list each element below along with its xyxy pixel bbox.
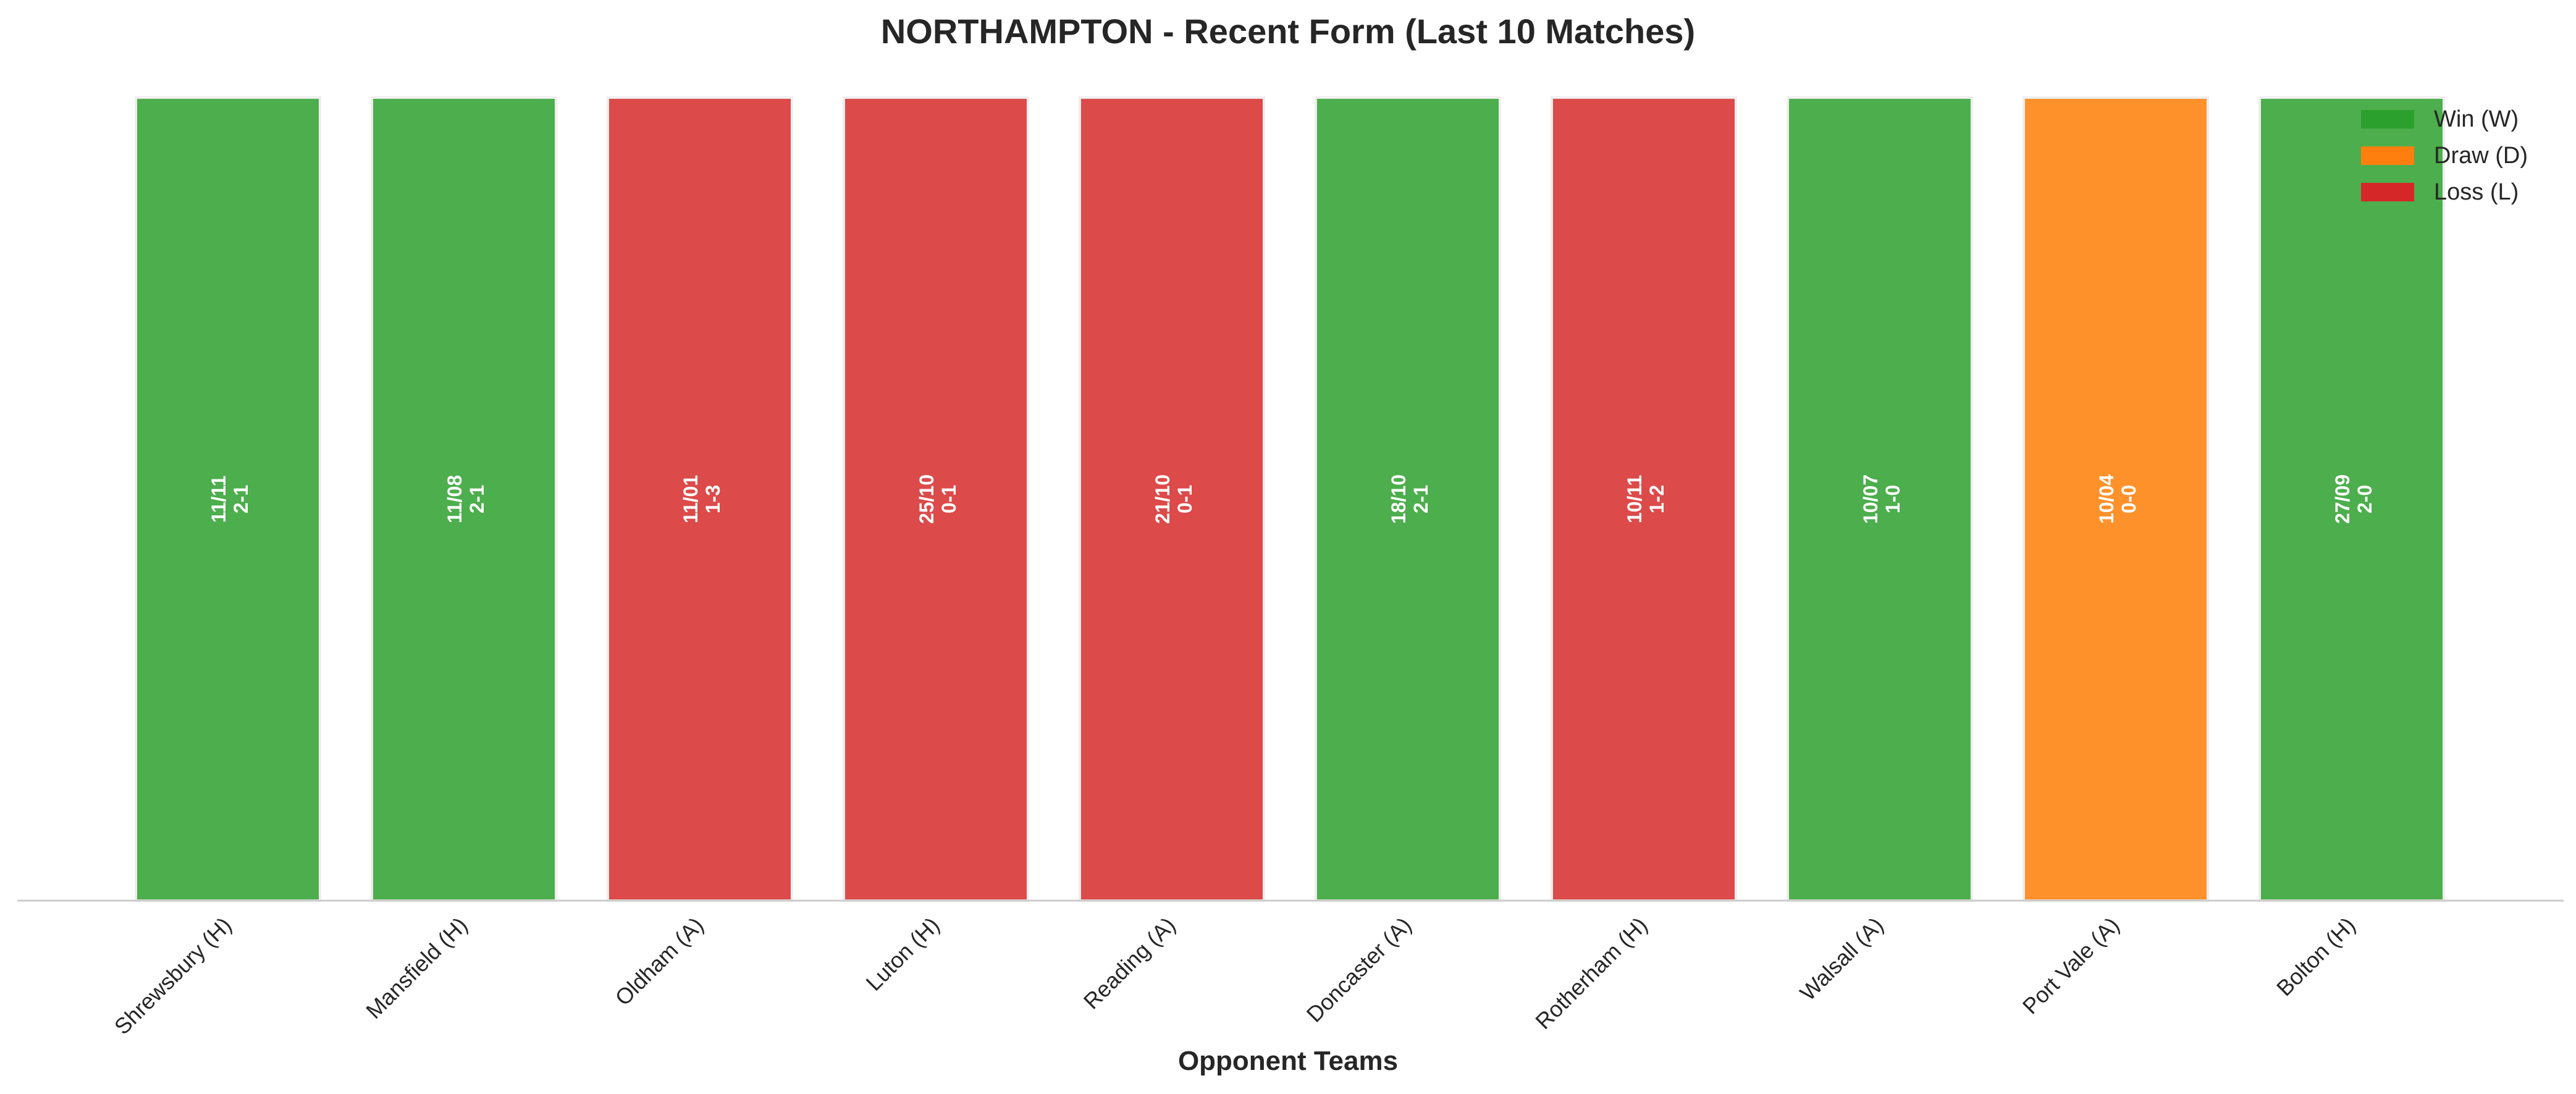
bar-score-7: 1-0 <box>1882 485 1904 513</box>
bar-score-6: 1-2 <box>1646 485 1668 513</box>
bar-label-5: 18/102-1 <box>1387 474 1432 524</box>
bar-date-9: 27/09 <box>2331 474 2354 524</box>
bar-label-9: 27/092-0 <box>2331 474 2376 524</box>
bar-label-4: 21/100-1 <box>1151 474 1196 524</box>
bar-label-7: 10/071-0 <box>1859 474 1904 524</box>
legend-label-d: Draw (D) <box>2434 143 2528 169</box>
x-tick-label-3: Luton (H) <box>861 912 945 996</box>
legend-swatch-d <box>2361 146 2414 165</box>
bar-4 <box>1079 96 1265 902</box>
bar-date-1: 11/08 <box>444 475 466 523</box>
x-tick-label-6: Rotherham (H) <box>1530 912 1652 1034</box>
chart-title: NORTHAMPTON - Recent Form (Last 10 Match… <box>881 12 1695 51</box>
bar-score-9: 2-0 <box>2354 485 2376 513</box>
bar-label-8: 10/040-0 <box>2095 474 2140 524</box>
bar-date-5: 18/10 <box>1387 474 1410 524</box>
bar-score-0: 2-1 <box>230 485 252 513</box>
bar-label-1: 11/082-1 <box>444 475 488 523</box>
x-tick-labels: Shrewsbury (H) Mansfield (H) Oldham (A) Lut… <box>109 912 2360 1040</box>
bar-score-1: 2-1 <box>466 485 488 513</box>
x-tick-label-4: Reading (A) <box>1079 912 1181 1014</box>
bar-date-8: 10/04 <box>2095 474 2118 524</box>
bar-date-3: 25/10 <box>915 474 938 524</box>
x-tick-label-2: Oldham (A) <box>610 912 709 1011</box>
bar-1 <box>371 96 557 902</box>
bar-3 <box>843 96 1029 902</box>
bar-date-7: 10/07 <box>1859 474 1882 524</box>
bar-labels-layer: 11/112-1 11/082-1 11/011-3 25/100-1 21/100-1… <box>208 474 2376 524</box>
bar-score-2: 1-3 <box>702 485 724 513</box>
bar-7 <box>1787 96 1973 902</box>
legend: Win (W) Draw (D) Loss (L) <box>2361 106 2528 205</box>
legend-label-w: Win (W) <box>2434 106 2519 132</box>
bar-0 <box>135 96 321 902</box>
bar-date-4: 21/10 <box>1151 474 1174 524</box>
bar-5 <box>1315 96 1501 902</box>
x-tick-label-8: Port Vale (A) <box>2018 912 2124 1019</box>
bar-score-5: 2-1 <box>1410 485 1432 513</box>
x-tick-label-7: Walsall (A) <box>1795 912 1888 1006</box>
bars-layer <box>135 96 2445 902</box>
bar-label-0: 11/112-1 <box>208 476 252 523</box>
bar-label-6: 10/111-2 <box>1623 475 1668 523</box>
x-tick-label-5: Doncaster (A) <box>1302 912 1416 1027</box>
x-tick-label-1: Mansfield (H) <box>361 912 472 1024</box>
bar-date-6: 10/11 <box>1623 475 1646 523</box>
x-tick-label-9: Bolton (H) <box>2271 912 2360 1001</box>
x-tick-label-0: Shrewsbury (H) <box>109 912 237 1040</box>
bar-date-2: 11/01 <box>680 475 702 523</box>
bar-label-2: 11/011-3 <box>680 475 724 523</box>
x-axis-label: Opponent Teams <box>1178 1046 1398 1076</box>
legend-swatch-l <box>2361 183 2414 201</box>
bar-9 <box>2258 96 2445 902</box>
bar-label-3: 25/100-1 <box>915 474 960 524</box>
legend-label-l: Loss (L) <box>2434 179 2519 205</box>
bar-score-3: 0-1 <box>938 485 960 513</box>
legend-swatch-w <box>2361 110 2414 128</box>
bar-score-4: 0-1 <box>1174 485 1196 513</box>
bar-2 <box>607 96 793 902</box>
bar-score-8: 0-0 <box>2118 485 2140 513</box>
bar-date-0: 11/11 <box>208 476 230 523</box>
